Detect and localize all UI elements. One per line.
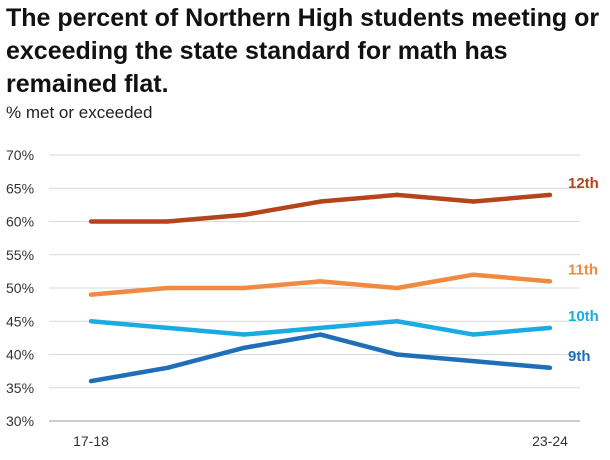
series-line-9th — [90, 332, 551, 384]
series-label-9th: 9th — [568, 348, 591, 365]
data-point-9th — [318, 332, 323, 337]
data-point-10th — [394, 319, 400, 324]
data-point-12th — [165, 219, 170, 224]
y-tick-label: 45% — [6, 313, 34, 329]
data-point-12th — [471, 199, 476, 204]
y-tick-label: 30% — [6, 413, 34, 429]
y-tick-label: 50% — [6, 280, 34, 296]
data-point-11th — [394, 285, 400, 291]
data-point-10th — [165, 325, 170, 331]
data-point-11th — [471, 272, 476, 277]
data-point-9th — [394, 352, 400, 357]
series-label-11th: 11th — [568, 261, 598, 278]
data-point-10th — [241, 332, 247, 337]
data-point-9th — [165, 365, 170, 370]
data-point-12th — [547, 192, 553, 198]
data-point-11th — [547, 279, 553, 284]
series-line-12th — [91, 192, 551, 224]
data-point-12th — [88, 219, 94, 224]
data-point-12th — [318, 199, 323, 204]
data-point-10th — [471, 332, 476, 337]
series-line-11th — [90, 272, 551, 297]
data-point-9th — [471, 358, 476, 364]
series-label-10th: 10th — [568, 308, 599, 325]
chart-title: The percent of Northern High students me… — [6, 4, 600, 98]
y-tick-label: 65% — [6, 180, 34, 196]
series-lines — [88, 192, 553, 384]
x-axis-ticks: 17-18 23-24 — [73, 433, 568, 449]
data-point-9th — [88, 378, 94, 384]
y-tick-label: 70% — [6, 147, 34, 163]
data-point-11th — [165, 285, 170, 291]
data-point-11th — [318, 279, 323, 284]
data-point-9th — [241, 345, 247, 351]
data-point-10th — [547, 325, 553, 331]
data-point-12th — [394, 192, 400, 198]
y-tick-label: 40% — [6, 347, 34, 363]
data-point-11th — [241, 285, 247, 291]
data-point-10th — [318, 325, 323, 331]
y-tick-label: 60% — [6, 214, 34, 230]
x-tick-label: 17-18 — [73, 433, 109, 449]
data-point-9th — [547, 365, 553, 370]
data-point-11th — [88, 292, 94, 297]
series-label-12th: 12th — [568, 175, 599, 192]
y-tick-label: 35% — [6, 380, 34, 396]
gridlines — [49, 154, 580, 422]
x-tick-label: 23-24 — [532, 433, 568, 449]
chart-subtitle: % met or exceeded — [6, 103, 153, 122]
y-tick-label: 55% — [6, 247, 34, 263]
data-point-12th — [241, 212, 247, 218]
series-labels: 12th 11th 10th 9th — [568, 175, 599, 365]
data-point-10th — [88, 319, 94, 324]
y-axis-ticks: 30% 35% 40% 45% 50% 55% 60% 65% 70% — [6, 147, 34, 429]
